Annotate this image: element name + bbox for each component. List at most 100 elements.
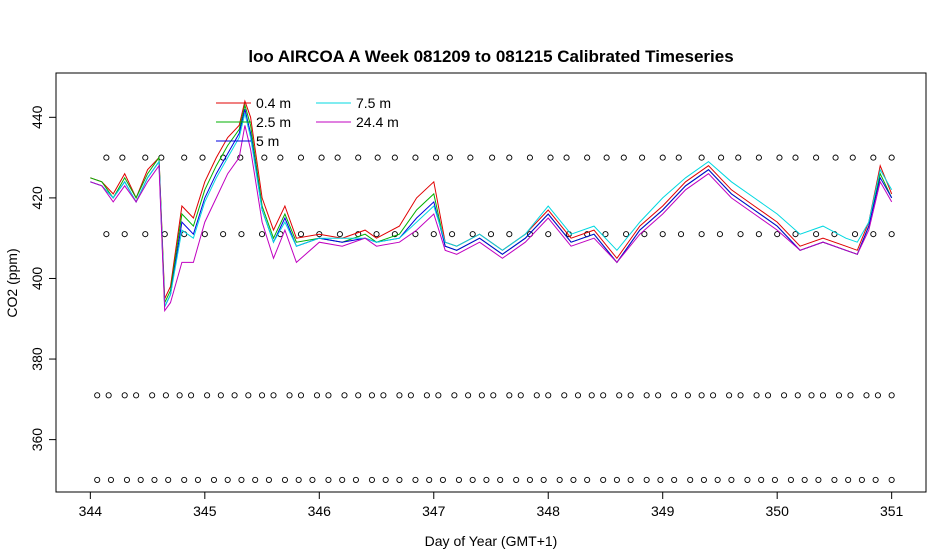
marker-point (735, 154, 742, 161)
series-line-0 (90, 99, 893, 299)
marker-point (832, 154, 839, 161)
marker-point (149, 392, 156, 399)
x-axis-label: Day of Year (GMT+1) (425, 533, 558, 549)
marker-point (295, 476, 302, 483)
marker-point (603, 154, 610, 161)
marker-point (407, 392, 414, 399)
marker-point (368, 392, 375, 399)
marker-point (194, 476, 201, 483)
marker-point (281, 476, 288, 483)
marker-point (792, 231, 799, 238)
marker-point (341, 392, 348, 399)
marker-point (446, 154, 453, 161)
marker-point (94, 392, 101, 399)
marker-point (506, 231, 513, 238)
marker-point (467, 154, 474, 161)
x-tick-label: 346 (308, 503, 332, 519)
marker-point (449, 231, 456, 238)
marker-point (815, 476, 822, 483)
marker-point (339, 476, 346, 483)
marker-point (412, 476, 419, 483)
marker-point (201, 231, 208, 238)
marker-point (570, 476, 577, 483)
marker-point (698, 392, 705, 399)
marker-point (792, 154, 799, 161)
marker-point (774, 231, 781, 238)
marker-point (588, 392, 595, 399)
marker-point (563, 154, 570, 161)
marker-point (142, 231, 149, 238)
marker-point (162, 392, 169, 399)
marker-point (188, 392, 195, 399)
y-tick-label: 380 (29, 347, 45, 371)
marker-point (380, 392, 387, 399)
marker-point (623, 231, 630, 238)
marker-point (439, 476, 446, 483)
marker-point (847, 392, 854, 399)
marker-point (845, 476, 852, 483)
marker-point (888, 476, 895, 483)
x-tick-label: 351 (880, 503, 904, 519)
marker-point (165, 476, 172, 483)
marker-point (659, 231, 666, 238)
marker-point (545, 392, 552, 399)
marker-point (700, 476, 707, 483)
marker-point (237, 154, 244, 161)
marker-point (718, 154, 725, 161)
y-tick-label: 420 (29, 186, 45, 210)
marker-point (506, 392, 513, 399)
marker-point (655, 392, 662, 399)
marker-point (643, 476, 650, 483)
marker-point (616, 392, 623, 399)
marker-point (119, 154, 126, 161)
series-line-2 (90, 109, 893, 307)
marker-point (744, 476, 751, 483)
marker-point (547, 154, 554, 161)
x-tick-label: 347 (422, 503, 446, 519)
marker-point (265, 476, 272, 483)
legend-label: 7.5 m (356, 95, 391, 111)
x-tick-label: 349 (651, 503, 675, 519)
marker-point (181, 476, 188, 483)
marker-point (336, 231, 343, 238)
marker-point (657, 476, 664, 483)
marker-point (851, 231, 859, 238)
marker-point (627, 392, 634, 399)
marker-point (94, 476, 101, 483)
marker-point (600, 476, 607, 483)
marker-point (199, 154, 206, 161)
marker-point (238, 476, 245, 483)
marker-point (151, 476, 158, 483)
marker-point (238, 231, 245, 238)
marker-point (808, 392, 815, 399)
series-line-3 (90, 113, 893, 307)
marker-point (210, 476, 218, 483)
marker-point (161, 231, 168, 238)
marker-point (737, 231, 744, 238)
marker-point (776, 154, 783, 161)
x-tick-label: 345 (193, 503, 217, 519)
series-line-4 (90, 125, 893, 313)
marker-point (698, 154, 705, 161)
marker-point (286, 392, 293, 399)
marker-point (755, 154, 762, 161)
marker-point (600, 392, 607, 399)
marker-point (318, 154, 325, 161)
marker-point (430, 231, 437, 238)
marker-point (181, 154, 188, 161)
marker-point (813, 231, 820, 238)
marker-point (671, 476, 678, 483)
legend-label: 24.4 m (356, 114, 399, 130)
y-tick-label: 440 (29, 105, 45, 129)
marker-point (133, 392, 140, 399)
marker-point (487, 231, 495, 238)
marker-point (252, 476, 259, 483)
marker-point (217, 392, 224, 399)
plot-frame (55, 72, 927, 493)
legend-label: 2.5 m (256, 114, 291, 130)
marker-point (794, 392, 801, 399)
marker-point (412, 154, 419, 161)
marker-point (352, 476, 359, 483)
x-tick-label: 348 (537, 503, 561, 519)
marker-point (753, 392, 760, 399)
